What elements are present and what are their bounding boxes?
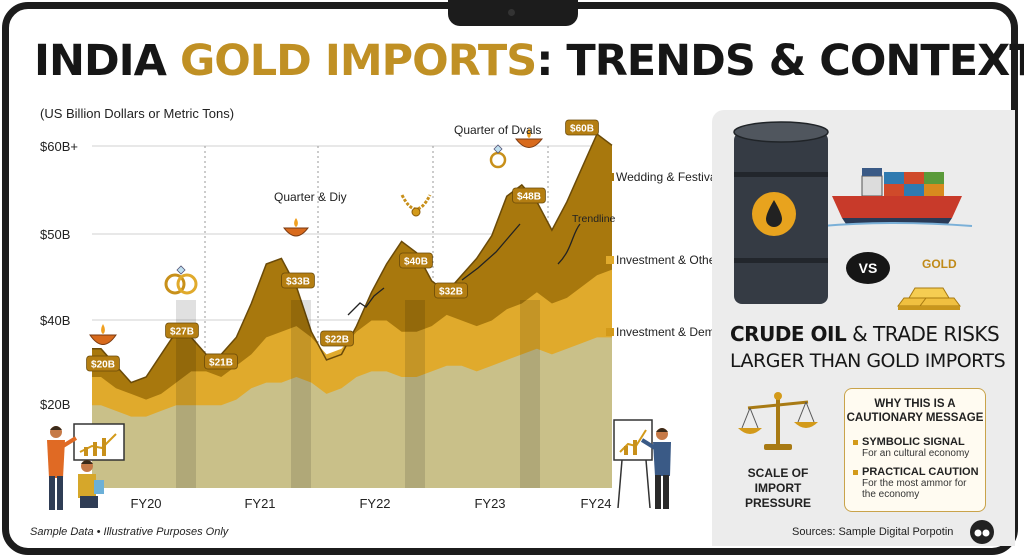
- footnote: Sample Data • Illustrative Purposes Only: [30, 526, 229, 538]
- legend-label-investment: Investment & Demand: [616, 325, 735, 339]
- point-label-bg: [565, 119, 599, 136]
- title-part-india: INDIA: [34, 36, 180, 86]
- wedding-rings-icon: [164, 265, 198, 295]
- pillar-bands: [176, 300, 540, 488]
- trendline-segment: [347, 287, 385, 316]
- cautionary-box: WHY THIS IS A CAUTIONARY MESSAGE SYMBOLI…: [844, 388, 986, 512]
- panel-illustrations: [733, 121, 994, 544]
- chart-subtitle: (US Billion Dollars or Metric Tons): [40, 106, 235, 121]
- legend-item-investment: Investment & Demand: [606, 325, 735, 340]
- x-tick-label: FY21: [244, 496, 275, 511]
- point-label: $20B: [91, 360, 115, 371]
- device-notch: [448, 0, 578, 26]
- legend-swatch-wedding: [606, 173, 614, 181]
- legend-swatch-other: [606, 256, 614, 264]
- presenter-person-icon: [47, 423, 125, 510]
- sources-note: Sources: Sample Digital Porpotin: [792, 526, 954, 538]
- necklace-icon: [400, 194, 432, 217]
- point-label-bg: [320, 330, 354, 347]
- point-label-bg: [281, 272, 315, 289]
- oil-barrel-icon: [733, 121, 829, 304]
- trendline-segment: [461, 223, 521, 281]
- area-series: [92, 132, 613, 488]
- cargo-ship-icon: [821, 168, 973, 227]
- x-tick-label: FY24: [580, 496, 611, 511]
- gold-bars-icon: [897, 287, 961, 310]
- bullet-1-title: SYMBOLIC SIGNAL: [862, 436, 965, 448]
- point-label: $48B: [517, 192, 541, 203]
- x-tick-label: FY23: [474, 496, 505, 511]
- point-label: $27B: [170, 327, 194, 338]
- bullet-1-desc: For an cultural economy: [862, 448, 970, 459]
- risk-headline: CRUDE OIL & TRADE RISKS: [730, 322, 1000, 346]
- trendline-segment: [557, 223, 581, 265]
- fy-pillar: [520, 300, 540, 488]
- point-label-bg: [165, 322, 199, 339]
- trendline-label: Trendline: [572, 213, 616, 225]
- diwali-annotation-2: Quarter of Dvals: [454, 123, 541, 137]
- bullet-symbolic-signal: SYMBOLIC SIGNAL For an cultural economy: [853, 437, 969, 459]
- point-label: $60B: [570, 124, 594, 135]
- point-labels: $20B $27B $21B $33B $22B $40B $32B $48B $60B: [86, 119, 599, 372]
- risk-headline-bold: CRUDE OIL: [730, 322, 847, 346]
- fy-pillar: [405, 300, 425, 488]
- diya-lamp-icon: [89, 324, 117, 345]
- point-label: $32B: [439, 287, 463, 298]
- bullet-marker-icon: [853, 439, 858, 445]
- bullet-practical-caution: PRACTICAL CAUTION For the most ammor for…: [853, 467, 982, 500]
- y-tick-label: $20B: [40, 397, 70, 412]
- diwali-annotation-1: Quarter & Diy: [274, 190, 347, 204]
- y-tick-label: $50B: [40, 227, 70, 242]
- point-label: $33B: [286, 277, 310, 288]
- x-tick-label: FY22: [359, 496, 390, 511]
- point-label: $40B: [404, 257, 428, 268]
- chart-icons: [47, 128, 671, 510]
- y-tick-label: $40B: [40, 313, 70, 328]
- fy-pillar: [291, 300, 311, 488]
- x-axis: FY20 FY21 FY22 FY23 FY24: [130, 496, 611, 511]
- bullet-2-desc: For the most ammor for the economy: [862, 478, 967, 500]
- area-investment: [92, 337, 612, 488]
- legend-swatch-investment: [606, 328, 614, 336]
- vs-badge: VS: [846, 252, 890, 284]
- point-label: $21B: [209, 358, 233, 369]
- point-label-bg: [204, 353, 238, 370]
- x-tick-label: FY20: [130, 496, 161, 511]
- point-label-bg: [86, 355, 120, 372]
- cautionary-box-title: WHY THIS IS A CAUTIONARY MESSAGE: [846, 398, 984, 424]
- point-label: $22B: [325, 335, 349, 346]
- risk-headline-rest: & TRADE RISKS: [846, 322, 1000, 346]
- title-part-gold: GOLD IMPORTS: [179, 36, 537, 86]
- title-part-trends: : TRENDS & CONTEXT: [536, 36, 1024, 86]
- bullet-2-title: PRACTICAL CAUTION: [862, 466, 979, 478]
- ring-icon: [489, 144, 507, 169]
- y-tick-label: $60B+: [40, 139, 78, 154]
- page-title: INDIA GOLD IMPORTS: TRENDS & CONTEXT: [34, 36, 1024, 86]
- fy-pillar: [176, 300, 196, 488]
- point-label-bg: [434, 282, 468, 299]
- point-label-bg: [399, 252, 433, 269]
- diya-lamp-icon: [282, 218, 310, 237]
- scale-label: SCALE OF IMPORT PRESSURE: [744, 466, 812, 510]
- point-label-bg: [512, 187, 546, 204]
- brand-logo-icon: [970, 520, 994, 544]
- risk-subheadline: LARGER THAN GOLD IMPORTS: [730, 350, 1006, 372]
- camera-icon: [508, 9, 515, 16]
- balance-scale-icon: [738, 392, 818, 450]
- y-axis: $60B+ $50B $40B $20B: [40, 139, 78, 412]
- trendlines: [347, 223, 581, 316]
- diya-lamp-icon: [514, 128, 544, 148]
- analyst-person-icon: [613, 419, 671, 509]
- bullet-marker-icon: [853, 469, 858, 475]
- gold-label: GOLD: [922, 257, 957, 271]
